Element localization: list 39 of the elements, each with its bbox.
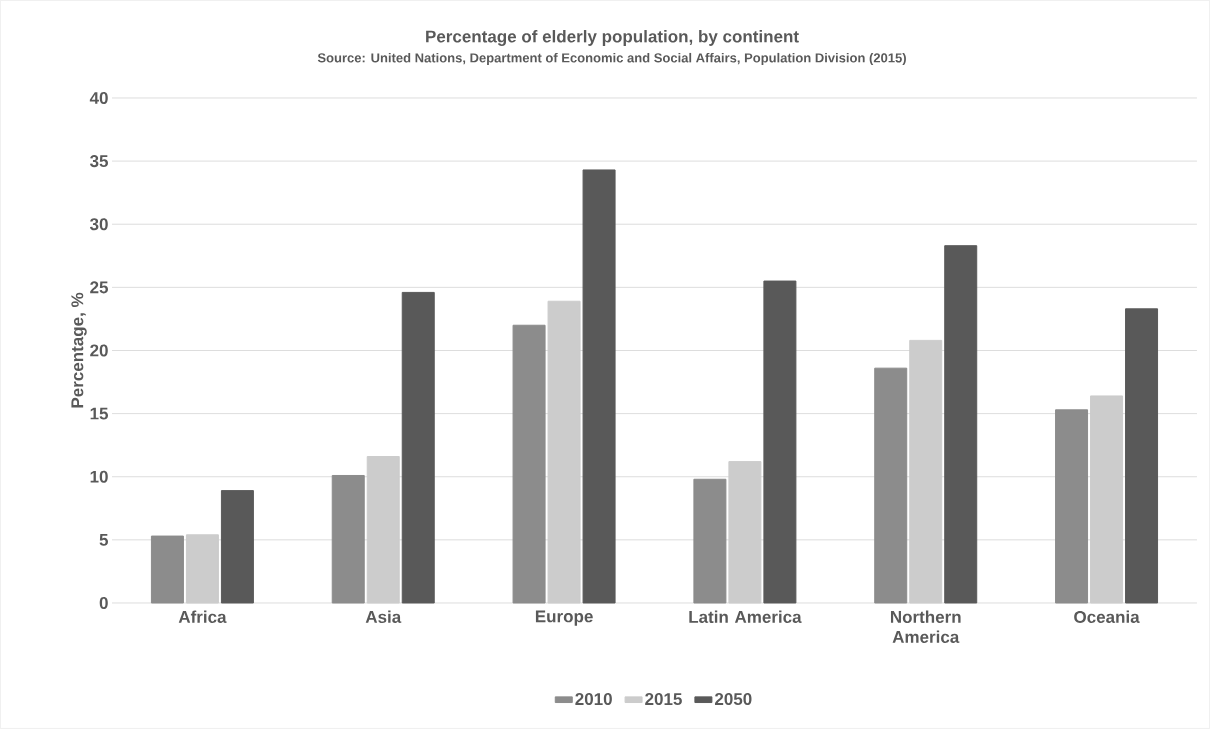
- bar: [1125, 308, 1159, 604]
- bar: [909, 339, 943, 604]
- bar: [366, 456, 400, 604]
- x-tick-label: Northern America: [890, 610, 961, 643]
- legend-label: 2015: [645, 693, 682, 706]
- y-axis-title: Percentage, %: [71, 292, 87, 408]
- legend-label: 2050: [714, 693, 752, 706]
- y-tick-label: 5: [99, 533, 109, 546]
- y-tick-label: 20: [90, 344, 108, 357]
- y-tick-label: 15: [90, 407, 109, 420]
- bar: [728, 461, 762, 604]
- bar: [874, 367, 908, 604]
- bar: [763, 280, 797, 604]
- x-tick-label: Latin America: [689, 610, 802, 623]
- bar: [547, 300, 581, 604]
- bar: [150, 535, 184, 604]
- bar: [944, 245, 978, 604]
- y-tick-label: 40: [89, 91, 108, 105]
- bar: [220, 490, 254, 604]
- x-tick-label: Africa: [178, 610, 227, 623]
- y-tick-label: 0: [99, 596, 108, 610]
- bar: [331, 474, 365, 604]
- bar: [401, 291, 435, 604]
- bar: [582, 169, 616, 604]
- chart-title: Percentage of elderly population, by continent: [426, 30, 799, 46]
- y-tick-label: 35: [89, 155, 109, 168]
- x-tick-label: Europe: [535, 610, 593, 626]
- y-tick-label: 30: [89, 218, 108, 231]
- y-tick-label: 25: [90, 281, 109, 294]
- bar: [512, 324, 546, 604]
- bar: [693, 478, 727, 604]
- bar: [1055, 409, 1089, 604]
- bar: [185, 534, 219, 604]
- chart-subtitle: Source: United Nations, Department of Economic and Social Affairs, Population Division (2015): [317, 52, 906, 66]
- y-tick-label: 10: [90, 470, 108, 483]
- bar: [1090, 395, 1124, 604]
- x-tick-label: Oceania: [1074, 610, 1140, 623]
- x-tick-label: Asia: [365, 610, 402, 623]
- legend-label: 2010: [575, 693, 612, 706]
